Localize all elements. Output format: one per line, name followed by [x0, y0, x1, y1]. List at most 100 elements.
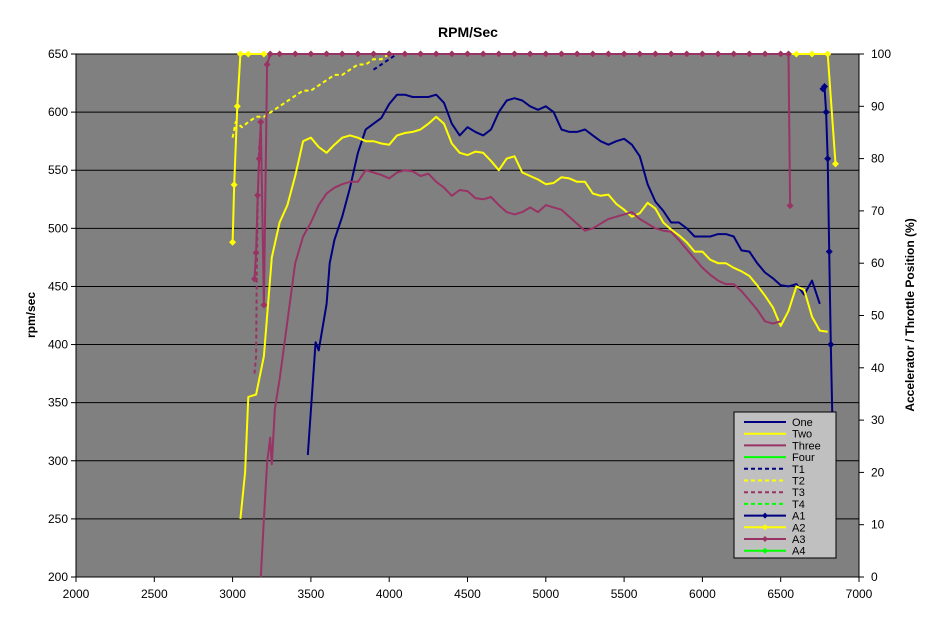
point-a3 — [266, 50, 274, 58]
point-a3 — [263, 60, 271, 68]
point-a3 — [495, 50, 503, 58]
y2-tick-label: 0 — [871, 570, 878, 584]
y2-tick-label: 10 — [871, 518, 885, 532]
point-a3 — [370, 50, 378, 58]
x-axis-ticks: 2000 2500 3000 3500 4000 4500 5000 5500 6000 6500… — [63, 576, 873, 601]
x-tick-label: 5500 — [611, 587, 638, 601]
plot-area — [76, 54, 859, 577]
point-a1 — [825, 248, 833, 256]
series-line-three — [259, 169, 781, 578]
legend-marker — [762, 536, 768, 542]
y-tick-label: 200 — [48, 570, 68, 584]
point-a1 — [821, 83, 829, 91]
legend-label: One — [792, 417, 813, 429]
point-a3 — [785, 50, 793, 58]
point-a3 — [510, 50, 518, 58]
y2-tick-label: 100 — [871, 47, 891, 61]
point-a3 — [417, 50, 425, 58]
point-a3 — [448, 50, 456, 58]
point-a2 — [236, 50, 244, 58]
point-a3 — [252, 249, 260, 257]
legend-box — [733, 411, 837, 559]
y2-tick-label: 20 — [871, 465, 885, 479]
x-tick-label: 6000 — [689, 587, 716, 601]
y-tick-label: 300 — [48, 454, 68, 468]
y2-tick-label: 60 — [871, 256, 885, 270]
x-tick-label: 4500 — [454, 587, 481, 601]
legend-label: T2 — [792, 476, 805, 488]
point-a3 — [636, 50, 644, 58]
point-a3 — [557, 50, 565, 58]
y2-tick-label: 90 — [871, 99, 885, 113]
point-a3 — [254, 191, 262, 199]
legend-label: Three — [792, 440, 821, 452]
y-axis-label: rpm/sec — [24, 292, 38, 338]
x-tick-label: 2000 — [63, 587, 90, 601]
point-a3 — [714, 50, 722, 58]
point-a3 — [620, 50, 628, 58]
series-line-t1 — [372, 53, 398, 71]
x-tick-label: 6500 — [767, 587, 794, 601]
y-tick-label: 450 — [48, 279, 68, 293]
series-line-two — [239, 115, 828, 520]
legend-label: A1 — [792, 511, 805, 523]
point-a3 — [777, 50, 785, 58]
y-tick-label: 550 — [48, 163, 68, 177]
series-line-one — [306, 93, 821, 456]
point-a3 — [255, 155, 263, 163]
point-a3 — [251, 275, 259, 283]
chart-title: RPM/Sec — [438, 24, 498, 40]
x-tick-label: 7000 — [846, 587, 873, 601]
legend-marker — [762, 512, 768, 519]
point-a1 — [822, 108, 830, 116]
point-a3 — [354, 50, 362, 58]
y2-tick-label: 30 — [871, 413, 885, 427]
point-a3 — [604, 50, 612, 58]
point-a3 — [307, 50, 315, 58]
y-tick-label: 350 — [48, 396, 68, 410]
y-tick-label: 600 — [48, 105, 68, 119]
x-tick-label: 4000 — [376, 587, 403, 601]
point-a3 — [542, 50, 550, 58]
point-a3 — [667, 50, 675, 58]
x-tick-label: 5000 — [532, 587, 559, 601]
series-group — [229, 50, 840, 578]
y2-tick-label: 50 — [871, 309, 885, 323]
point-a3 — [401, 50, 409, 58]
point-a2 — [808, 50, 816, 58]
y-axis-ticks: 200 250 300 350 400 450 500 550 600 650 — [48, 47, 77, 584]
series-line-t2 — [231, 53, 397, 138]
point-a3 — [589, 50, 597, 58]
point-a3 — [786, 202, 794, 210]
point-a3 — [260, 301, 268, 309]
point-a2 — [233, 102, 241, 110]
legend-label: T4 — [792, 499, 805, 511]
point-a3 — [323, 50, 331, 58]
legend-label: A3 — [792, 534, 805, 546]
point-a3 — [761, 50, 769, 58]
x-tick-label: 3500 — [298, 587, 325, 601]
point-a3 — [291, 50, 299, 58]
point-a2 — [230, 181, 238, 189]
point-a2 — [792, 50, 800, 58]
x-tick-label: 2500 — [141, 587, 168, 601]
point-a1 — [827, 341, 835, 349]
legend-marker — [762, 547, 768, 554]
legend-label: Two — [792, 429, 812, 441]
point-a3 — [479, 50, 487, 58]
y2-tick-label: 80 — [871, 152, 885, 166]
point-a2 — [244, 50, 252, 58]
legend-label: Four — [792, 452, 815, 464]
y2-axis-label: Accelerator / Throttle Position (%) — [903, 218, 917, 411]
x-tick-label: 3000 — [219, 587, 246, 601]
point-a3 — [745, 50, 753, 58]
point-a3 — [276, 50, 284, 58]
y2-tick-label: 40 — [871, 361, 885, 375]
y-tick-label: 650 — [48, 47, 68, 61]
point-a3 — [464, 50, 471, 58]
y2-axis-ticks: 0 10 20 30 40 50 60 70 80 90 100 — [858, 47, 891, 584]
point-a3 — [730, 50, 738, 58]
point-a2 — [824, 50, 832, 58]
